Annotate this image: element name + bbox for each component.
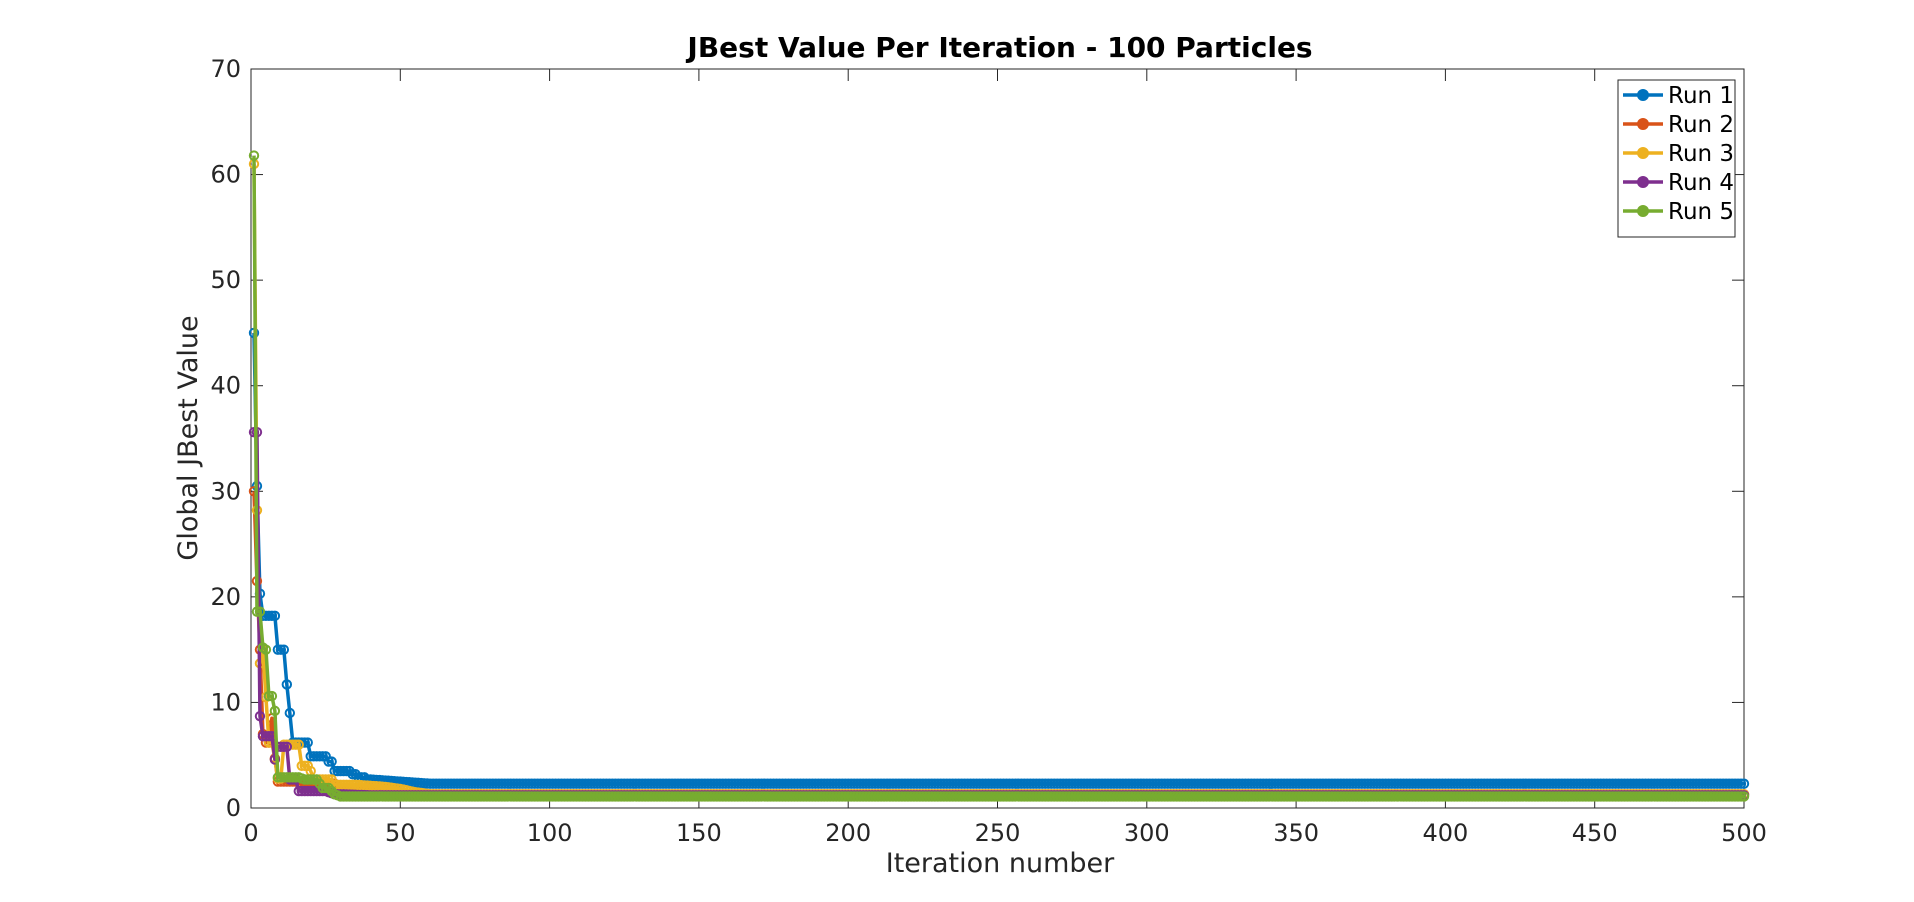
- y-tick-label: 0: [226, 794, 241, 822]
- data-point: [293, 739, 304, 750]
- legend-swatch-marker: [1637, 147, 1649, 159]
- data-point: [326, 756, 337, 767]
- y-tick-label: 30: [210, 477, 241, 505]
- y-tick-label: 70: [210, 55, 241, 83]
- x-tick-label: 450: [1572, 819, 1618, 847]
- data-point: [278, 644, 290, 655]
- data-point: [284, 707, 296, 719]
- x-tick-label: 200: [825, 819, 871, 847]
- plot-layer: 0 50 100 150 200 250 300 350 400 450 500 0 10 20 30 40 5…: [210, 55, 1766, 847]
- x-tick-label: 400: [1422, 819, 1468, 847]
- y-tick-label: 40: [210, 372, 241, 400]
- x-axis-label: Iteration number: [886, 848, 1115, 879]
- legend-swatch-marker: [1637, 205, 1649, 217]
- data-point: [320, 751, 331, 762]
- data-point: [254, 710, 266, 722]
- x-tick-label: 100: [527, 819, 573, 847]
- data-point: [302, 760, 313, 771]
- y-tick-label: 20: [210, 583, 241, 611]
- legend-entry-label: Run 4: [1668, 170, 1734, 196]
- y-tick-label: 10: [210, 688, 241, 716]
- legend: Run 1 Run 2 Run 3 Run 4 Run 5: [1617, 79, 1736, 238]
- legend-swatch-marker: [1637, 89, 1649, 101]
- data-point: [281, 741, 293, 752]
- legend-entry-label: Run 5: [1668, 199, 1734, 225]
- data-point: [1738, 791, 1750, 802]
- x-tick-label: 250: [975, 819, 1021, 847]
- series-run-1: [248, 327, 1750, 789]
- x-tick-label: 50: [385, 819, 416, 847]
- legend-entry-label: Run 1: [1668, 83, 1734, 109]
- data-point: [260, 644, 272, 655]
- legend-swatch-marker: [1637, 176, 1649, 188]
- legend-entry-label: Run 3: [1668, 141, 1734, 167]
- legend-swatch-marker: [1637, 118, 1649, 130]
- y-axis-label: Global JBest Value: [173, 315, 204, 560]
- series-run-5: [248, 150, 1750, 802]
- data-point: [269, 610, 281, 622]
- x-tick-label: 300: [1124, 819, 1170, 847]
- x-tick-label: 350: [1273, 819, 1319, 847]
- y-tick-label: 60: [210, 161, 241, 189]
- x-tick-label: 500: [1721, 819, 1767, 847]
- legend-entry-label: Run 2: [1668, 112, 1734, 138]
- data-point: [1738, 778, 1750, 789]
- x-tick-label: 0: [243, 819, 258, 847]
- data-point: [248, 150, 260, 161]
- x-tick-label: 150: [676, 819, 722, 847]
- data-point: [281, 679, 293, 690]
- data-point: [269, 754, 281, 765]
- data-point: [266, 690, 278, 702]
- y-tick-label: 50: [210, 266, 241, 294]
- data-point: [269, 705, 281, 717]
- chart-title: JBest Value Per Iteration - 100 Particle…: [685, 31, 1312, 64]
- data-point: [254, 606, 266, 617]
